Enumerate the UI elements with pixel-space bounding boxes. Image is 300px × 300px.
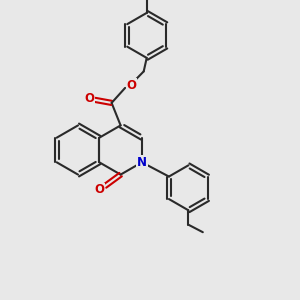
Text: N: N: [137, 156, 147, 169]
Text: O: O: [126, 79, 136, 92]
Text: O: O: [94, 183, 105, 196]
Text: O: O: [84, 92, 94, 105]
